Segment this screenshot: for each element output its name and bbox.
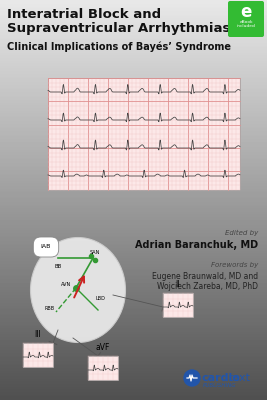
Text: BB: BB	[54, 264, 62, 268]
Text: eBook
included: eBook included	[237, 20, 256, 28]
Circle shape	[184, 370, 200, 386]
FancyBboxPatch shape	[228, 1, 264, 37]
Text: AVN: AVN	[61, 282, 71, 288]
Text: IAB: IAB	[41, 244, 51, 250]
Bar	[48, 78, 240, 190]
Text: Adrian Baranchuk, MD: Adrian Baranchuk, MD	[135, 240, 258, 250]
Text: Clinical Implications of Bayés’ Syndrome: Clinical Implications of Bayés’ Syndrome	[7, 42, 231, 52]
Text: text: text	[229, 373, 251, 383]
Bar	[23, 343, 53, 367]
Text: Wojciech Zareba, MD, PhD: Wojciech Zareba, MD, PhD	[157, 282, 258, 291]
Text: Supraventricular Arrhythmias: Supraventricular Arrhythmias	[7, 22, 230, 35]
Bar	[88, 356, 118, 380]
Ellipse shape	[30, 238, 125, 342]
Text: Forewords by: Forewords by	[211, 262, 258, 268]
Text: II: II	[176, 280, 180, 289]
Text: e: e	[240, 3, 252, 21]
Text: Eugene Braunwald, MD and: Eugene Braunwald, MD and	[152, 272, 258, 281]
Text: III: III	[35, 330, 41, 339]
Text: PUBLISHING: PUBLISHING	[203, 383, 237, 388]
Text: SAN: SAN	[90, 250, 100, 254]
Bar	[163, 293, 193, 317]
Text: RBB: RBB	[45, 306, 55, 310]
Text: LBD: LBD	[95, 296, 105, 300]
Text: aVF: aVF	[96, 343, 110, 352]
Text: Edited by: Edited by	[225, 230, 258, 236]
Text: Interatrial Block and: Interatrial Block and	[7, 8, 161, 21]
Text: cardio: cardio	[202, 373, 241, 383]
